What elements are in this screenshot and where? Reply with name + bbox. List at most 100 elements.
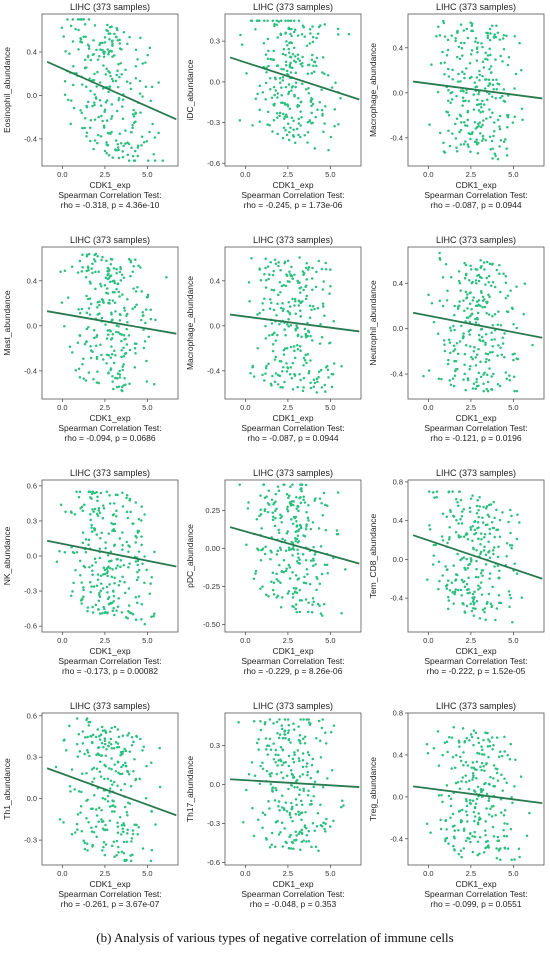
scatter-point (494, 813, 497, 817)
scatter-point (468, 779, 471, 782)
scatter-point (304, 598, 308, 601)
scatter-point (451, 68, 454, 72)
scatter-point (481, 99, 484, 103)
scatter-point (487, 358, 491, 362)
scatter-point (298, 793, 301, 797)
scatter-point (304, 811, 307, 814)
scatter-point (280, 360, 283, 363)
scatter-point (290, 34, 293, 38)
scatter-point (484, 332, 488, 336)
scatter-panel: LIHC (373 samples) -0.3 0.0 0.3 0.6 0.0 2.5 5.0… (0, 699, 183, 929)
scatter-point (300, 831, 303, 834)
scatter-point (289, 768, 293, 772)
scatter-point (307, 92, 311, 95)
scatter-point (85, 134, 88, 138)
scatter-point (448, 535, 451, 539)
scatter-point (445, 583, 449, 587)
scatter-point (490, 605, 493, 609)
scatter-point (287, 723, 291, 727)
scatter-point (129, 82, 132, 85)
scatter-point (468, 801, 472, 805)
scatter-point (105, 567, 109, 571)
x-tick-label: 0.0 (423, 403, 433, 412)
scatter-point (112, 513, 116, 516)
scatter-point (135, 578, 139, 582)
scatter-point (78, 311, 82, 315)
scatter-point (287, 729, 290, 732)
scatter-point (476, 736, 480, 740)
scatter-point (113, 281, 116, 285)
y-tick-label: 0.0 (393, 88, 403, 97)
scatter-point (438, 579, 441, 583)
scatter-point (475, 46, 479, 49)
scatter-point (282, 307, 285, 311)
scatter-point (150, 85, 154, 89)
scatter-point (316, 812, 320, 815)
scatter-point (110, 757, 113, 760)
scatter-point (262, 42, 266, 45)
scatter-point (314, 563, 317, 566)
scatter-point (478, 338, 481, 341)
scatter-point (472, 93, 475, 96)
scatter-point (281, 763, 284, 767)
scatter-point (291, 547, 295, 550)
scatter-point (113, 502, 116, 505)
scatter-point (484, 78, 487, 81)
scatter-point (449, 329, 453, 332)
scatter-point (97, 381, 100, 385)
scatter-point (502, 814, 506, 817)
scatter-point (302, 376, 306, 380)
scatter-point (284, 569, 288, 573)
scatter-point (298, 287, 301, 290)
scatter-point (434, 543, 438, 547)
scatter-point (294, 300, 297, 303)
scatter-point (488, 351, 492, 354)
scatter-point (278, 563, 281, 567)
scatter-plot: LIHC (373 samples)-0.6-0.30.00.30.60.0 2.… (2, 468, 179, 676)
scatter-point (451, 591, 454, 594)
scatter-point (498, 384, 502, 388)
scatter-point (281, 537, 284, 541)
scatter-point (117, 331, 120, 334)
scatter-point (288, 577, 292, 580)
scatter-point (499, 138, 503, 142)
scatter-points (237, 718, 345, 852)
scatter-point (441, 753, 444, 757)
scatter-point (139, 318, 143, 322)
scatter-point (54, 765, 58, 769)
scatter-point (508, 543, 512, 547)
scatter-point (90, 523, 93, 527)
scatter-point (441, 304, 445, 308)
scatter-point (486, 380, 490, 384)
scatter-point (513, 562, 516, 565)
scatter-point (480, 753, 484, 756)
scatter-point (320, 335, 324, 339)
scatter-point (301, 773, 304, 776)
x-tick-label: 2.5 (100, 403, 110, 412)
scatter-point (149, 308, 152, 311)
scatter-point (484, 283, 487, 286)
scatter-point (277, 800, 281, 803)
scatter-point (308, 304, 312, 307)
scatter-point (513, 389, 516, 393)
scatter-point (81, 509, 85, 513)
scatter-point (492, 129, 496, 133)
scatter-point (142, 745, 145, 749)
scatter-point (111, 804, 114, 808)
scatter-point (309, 527, 313, 531)
scatter-point (287, 754, 291, 758)
scatter-point (82, 839, 85, 842)
scatter-point (464, 99, 467, 102)
scatter-point (279, 290, 282, 294)
scatter-point (125, 493, 129, 497)
scatter-point (462, 508, 466, 511)
scatter-point (475, 777, 478, 780)
scatter-point (311, 25, 314, 28)
scatter-point (105, 828, 109, 832)
scatter-point (467, 330, 471, 333)
scatter-point (79, 109, 82, 112)
scatter-point (466, 293, 469, 296)
scatter-point (509, 596, 513, 600)
scatter-point (451, 78, 454, 81)
scatter-point (288, 270, 291, 273)
